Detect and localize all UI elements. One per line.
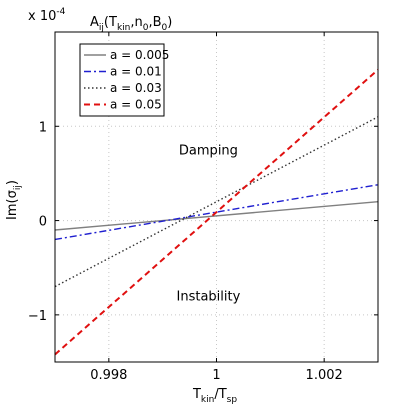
chart-title: Aij(Tkin,n0,B0) [90, 15, 172, 33]
legend-label-3: a = 0.03 [110, 81, 162, 95]
legend-label-2: a = 0.01 [110, 65, 162, 79]
title-scale: x 10-4 [28, 7, 66, 24]
series-line-4 [54, 68, 379, 356]
legend-label-1: a = 0.005 [110, 48, 169, 62]
x-tick-label: 0.998 [90, 368, 127, 383]
y-tick-label: −1 [28, 309, 47, 324]
x-tick-label: 1.002 [306, 368, 343, 383]
series-line-2 [54, 184, 379, 241]
annotations-group: Damping Instability [177, 144, 241, 305]
series-line-3 [54, 116, 379, 288]
plot-frame [54, 31, 379, 363]
legend-label-4: a = 0.05 [110, 98, 162, 112]
x-axis-label: Tkin/Tsp [192, 387, 237, 405]
ticks-group: 0.998 1 1.002 −1 0 1 [28, 32, 378, 383]
legend: a = 0.005 a = 0.01 a = 0.03 a = 0.05 [79, 43, 169, 117]
annotation-instability: Instability [177, 290, 241, 305]
y-axis-label: Im(σij) [5, 180, 23, 220]
series-line-1 [54, 201, 379, 231]
series-group [54, 68, 379, 356]
y-tick-label: 0 [39, 215, 47, 230]
annotation-damping: Damping [179, 144, 238, 159]
y-tick-label: 1 [39, 120, 47, 135]
x-tick-label: 1 [212, 368, 220, 383]
